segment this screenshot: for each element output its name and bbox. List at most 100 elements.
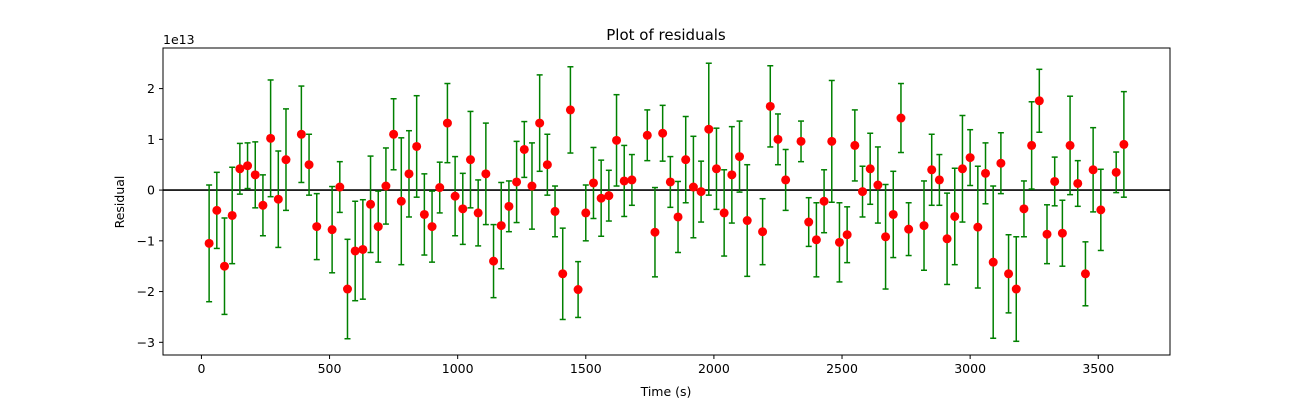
data-point: [727, 170, 737, 180]
data-point: [1088, 165, 1098, 175]
error-bars: [206, 62, 1127, 343]
plot-area: [163, 62, 1170, 343]
data-point: [704, 124, 714, 134]
data-point: [673, 212, 683, 222]
data-point: [281, 155, 291, 165]
data-point: [781, 175, 791, 185]
data-point: [558, 269, 568, 279]
y-axis: −3 −2 −1 0 1 2: [137, 81, 163, 350]
data-point: [250, 170, 260, 180]
data-point: [604, 191, 614, 201]
data-point: [827, 136, 837, 146]
x-tick-label: 0: [197, 361, 205, 376]
data-point: [550, 206, 560, 216]
data-point: [796, 136, 806, 146]
y-tick-label: 2: [147, 81, 155, 96]
data-point: [1004, 269, 1014, 279]
data-point: [373, 222, 383, 232]
data-point: [273, 194, 283, 204]
data-point: [1050, 176, 1060, 186]
data-point: [535, 118, 545, 128]
data-point: [504, 201, 514, 211]
data-point: [519, 144, 529, 154]
data-point: [412, 141, 422, 151]
data-point: [1011, 284, 1021, 294]
data-point: [981, 168, 991, 178]
y-offset-label: 1e13: [163, 32, 195, 47]
data-point: [996, 158, 1006, 168]
data-point: [596, 193, 606, 203]
data-point: [973, 222, 983, 232]
data-point: [1111, 167, 1121, 177]
data-point: [304, 160, 314, 170]
data-point: [773, 134, 783, 144]
x-tick-label: 500: [318, 361, 342, 376]
data-point: [1119, 139, 1129, 149]
data-point: [489, 256, 499, 266]
data-point: [350, 246, 360, 256]
data-point: [296, 129, 306, 139]
data-point: [804, 217, 814, 227]
data-point: [950, 211, 960, 221]
data-point: [435, 183, 445, 193]
data-point: [927, 165, 937, 175]
data-point: [765, 101, 775, 111]
y-axis-label: Residual: [112, 176, 127, 229]
data-point: [957, 164, 967, 174]
data-point: [581, 208, 591, 218]
data-point: [427, 222, 437, 232]
data-point: [650, 227, 660, 237]
data-point: [711, 164, 721, 174]
data-point: [665, 177, 675, 187]
data-point: [681, 155, 691, 165]
data-point: [588, 178, 598, 188]
data-point: [227, 210, 237, 220]
data-point: [335, 182, 345, 192]
y-tick-label: −2: [137, 284, 155, 299]
data-point: [896, 113, 906, 123]
data-point: [1073, 178, 1083, 188]
data-point: [565, 105, 575, 115]
data-point: [1096, 205, 1106, 215]
data-point: [1057, 228, 1067, 238]
data-point: [389, 129, 399, 139]
data-point: [258, 200, 268, 210]
data-point: [358, 244, 368, 254]
data-point: [235, 164, 245, 174]
data-point: [642, 130, 652, 140]
data-point: [719, 208, 729, 218]
data-point: [934, 175, 944, 185]
data-point: [658, 128, 668, 138]
data-point: [1042, 229, 1052, 239]
data-point: [481, 169, 491, 179]
data-point: [758, 227, 768, 237]
data-point: [619, 176, 629, 186]
data-point: [688, 182, 698, 192]
data-point: [627, 175, 637, 185]
data-point: [819, 196, 829, 206]
x-tick-label: 2500: [826, 361, 858, 376]
data-point: [1019, 204, 1029, 214]
data-point: [312, 222, 322, 232]
data-point: [366, 199, 376, 209]
data-point: [458, 204, 468, 214]
x-tick-label: 2000: [698, 361, 730, 376]
x-tick-label: 3500: [1082, 361, 1114, 376]
data-point: [450, 191, 460, 201]
data-point: [396, 196, 406, 206]
x-axis-label: Time (s): [640, 384, 692, 399]
x-axis: 0 500 1000 1500 2000 2500 3000 3500: [197, 355, 1114, 376]
data-point: [742, 216, 752, 226]
data-point: [904, 224, 914, 234]
x-tick-label: 1000: [442, 361, 474, 376]
data-point: [573, 285, 583, 295]
data-point: [542, 160, 552, 170]
data-point: [473, 208, 483, 218]
x-tick-label: 3000: [954, 361, 986, 376]
data-point: [842, 230, 852, 240]
data-point: [873, 180, 883, 190]
data-point: [243, 161, 253, 171]
data-point: [942, 234, 952, 244]
data-point: [1080, 269, 1090, 279]
